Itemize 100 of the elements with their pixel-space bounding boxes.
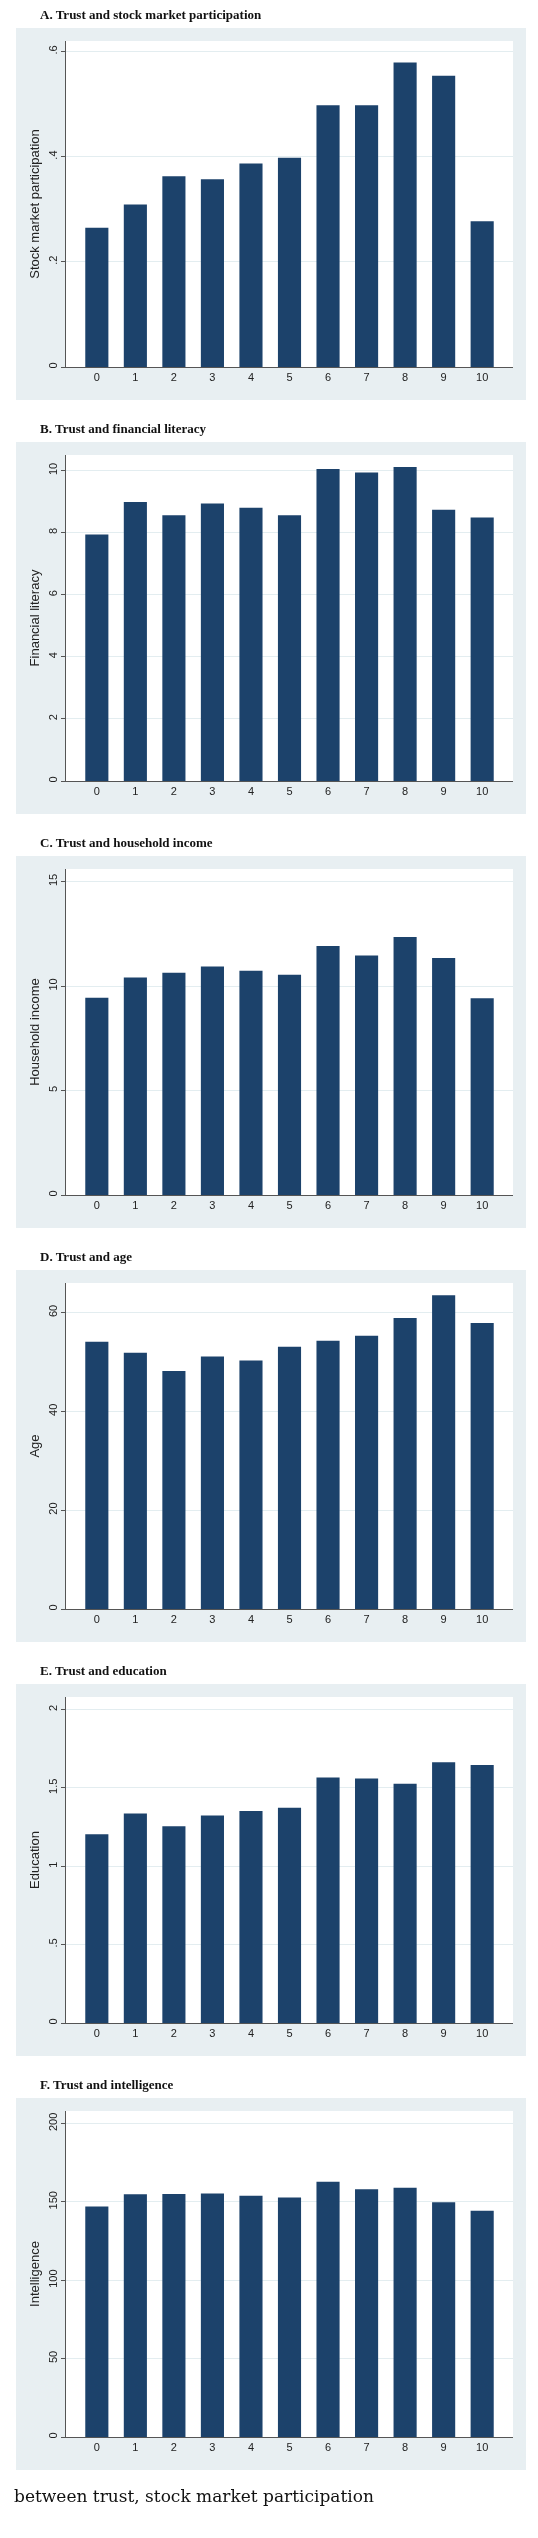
bar [393, 62, 417, 367]
x-tick-label: 6 [324, 1613, 332, 1626]
bar [316, 1777, 340, 2023]
x-tick-label: 3 [209, 1613, 216, 1626]
bar [162, 515, 186, 781]
y-axis-title: Age [26, 1434, 42, 1458]
x-tick-label: 3 [209, 785, 216, 798]
x-tick-label: 2 [170, 2027, 177, 2040]
y-axis-title: Education [26, 1831, 42, 1889]
bar [200, 966, 224, 1195]
bar [85, 1834, 109, 2023]
x-tick-label: 8 [402, 371, 409, 384]
bar [355, 105, 379, 367]
bar [162, 972, 186, 1195]
x-tick-label: 0 [93, 2027, 100, 2040]
bar [316, 1340, 340, 1609]
bar [393, 936, 417, 1195]
x-tick-label: 3 [209, 371, 216, 384]
x-tick-label: 8 [402, 1613, 409, 1626]
y-tick-label: 0 [46, 2432, 59, 2439]
bar [239, 970, 263, 1195]
y-tick-label: 15 [46, 873, 59, 887]
y-tick-label: 10 [46, 978, 59, 991]
bar [239, 1360, 263, 1609]
bar [277, 157, 302, 367]
x-tick-label: 2 [170, 1199, 177, 1212]
x-tick-label: 4 [247, 1613, 255, 1626]
y-axis-title: Financial literacy [26, 569, 42, 667]
x-tick-label: 10 [476, 785, 489, 798]
y-tick-label: 1.5 [46, 1778, 59, 1794]
bar [277, 1807, 302, 2023]
y-tick-label: 0 [46, 1604, 59, 1611]
chart-title: A. Trust and stock market participation [39, 6, 263, 24]
x-tick-label: 10 [476, 2441, 489, 2454]
x-tick-label: 7 [363, 2027, 370, 2040]
y-tick-label: .5 [46, 1938, 59, 1948]
x-tick-label: 5 [286, 1613, 293, 1626]
bar [470, 221, 494, 367]
x-tick-label: 6 [324, 785, 332, 798]
x-tick-label: 8 [402, 1199, 409, 1212]
chart-title: B. Trust and financial literacy [39, 420, 207, 438]
y-tick-label: 1 [46, 1861, 59, 1868]
x-tick-label: 2 [170, 785, 177, 798]
bar [470, 2210, 494, 2437]
bar [200, 1815, 224, 2023]
y-tick-label: 0 [46, 1190, 59, 1197]
bar [432, 958, 456, 1195]
y-axis-title: Intelligence [26, 2241, 42, 2307]
bar [432, 2202, 456, 2437]
x-tick-label: 1 [132, 2027, 139, 2040]
bar [316, 2181, 340, 2437]
x-tick-label: 7 [363, 2441, 370, 2454]
bar [162, 1826, 186, 2023]
bar [85, 534, 109, 781]
bar [432, 75, 456, 367]
x-tick-label: 4 [247, 2441, 255, 2454]
bar [239, 2195, 263, 2437]
x-tick-label: 6 [324, 2441, 332, 2454]
x-tick-label: 1 [132, 371, 139, 384]
bar [316, 105, 340, 367]
y-tick-label: 150 [46, 2191, 59, 2210]
y-tick-label: 10 [46, 462, 59, 475]
bar [239, 163, 263, 367]
bar [355, 955, 379, 1195]
bar [277, 974, 302, 1195]
bar [432, 509, 456, 781]
bar [316, 946, 340, 1195]
bar [123, 204, 147, 367]
x-tick-label: 0 [93, 1613, 100, 1626]
x-tick-label: 6 [324, 1199, 332, 1212]
bar [316, 468, 340, 781]
y-tick-label: 5 [46, 1085, 59, 1092]
x-tick-label: 0 [93, 371, 100, 384]
y-tick-label: .6 [46, 45, 59, 55]
bar [277, 2197, 302, 2437]
y-axis-title: Household income [26, 978, 42, 1086]
bar [85, 2206, 109, 2437]
y-axis-title: Stock market participation [26, 129, 42, 279]
chart-title: E. Trust and education [39, 1662, 168, 1680]
x-tick-label: 10 [476, 1613, 489, 1626]
x-tick-label: 10 [476, 1199, 489, 1212]
x-tick-label: 1 [132, 2441, 139, 2454]
bar [162, 176, 186, 367]
bar [162, 1370, 186, 1609]
x-tick-label: 8 [402, 2027, 409, 2040]
x-tick-label: 5 [286, 2441, 293, 2454]
x-tick-label: 9 [440, 2027, 447, 2040]
bar [123, 2194, 147, 2437]
bar [277, 1346, 302, 1609]
x-tick-label: 4 [247, 785, 255, 798]
chart-title: F. Trust and intelligence [39, 2076, 175, 2094]
x-tick-label: 7 [363, 1199, 370, 1212]
y-tick-label: 0 [46, 776, 59, 783]
x-tick-label: 6 [324, 2027, 332, 2040]
bar [200, 179, 224, 367]
bar [355, 1778, 379, 2023]
bar [200, 2193, 224, 2437]
bar [200, 503, 224, 781]
x-tick-label: 5 [286, 785, 293, 798]
y-tick-label: 0 [46, 362, 59, 369]
